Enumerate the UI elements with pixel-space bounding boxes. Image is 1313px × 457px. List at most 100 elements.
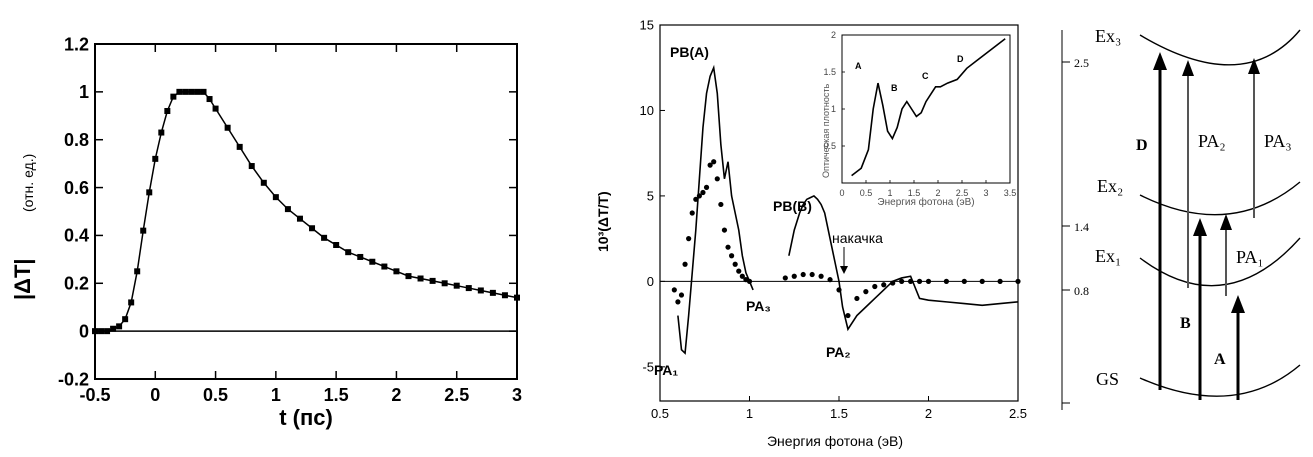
- y-tick-label: 1.5: [823, 67, 836, 77]
- transition-pa1-head: [1220, 214, 1232, 230]
- spectrum-line-1: [788, 194, 1019, 332]
- kinetics-point: [116, 323, 123, 330]
- spectrum-dot: [961, 278, 967, 284]
- spectrum-dot: [1015, 278, 1021, 284]
- spectrum-dot: [725, 244, 731, 250]
- annotation-pa3: PA₃: [746, 298, 771, 314]
- kinetics-point: [122, 316, 129, 323]
- label-ex1: Ex₁: [1095, 246, 1121, 266]
- kinetics-point: [152, 155, 159, 162]
- kinetics-point: [465, 285, 472, 292]
- kinetics-point: [98, 328, 105, 335]
- y-tick-label: 0.8: [64, 130, 89, 150]
- spectrum-dot: [943, 278, 950, 284]
- spectrum-dot: [736, 268, 742, 274]
- y-tick-label: 0.4: [64, 226, 89, 246]
- spectrum-dot: [700, 189, 706, 196]
- inset-label-a: A: [855, 61, 862, 71]
- inset-frame: [841, 34, 1011, 184]
- spectrum-dot: [863, 289, 869, 295]
- kinetics-point: [92, 328, 98, 335]
- panel-2-y-ticks: -5 0 5 10 15: [640, 18, 665, 374]
- spectrum-dot: [711, 159, 717, 165]
- x-tick-label: 2.5: [1009, 406, 1027, 421]
- spectrum-dot: [916, 278, 923, 284]
- spectrum-dot: [845, 312, 851, 319]
- kinetics-point: [158, 129, 165, 136]
- y-tick-label: 1: [79, 82, 89, 102]
- kinetics-point: [501, 292, 508, 299]
- diagram-value-1-4: 1.4: [1074, 220, 1089, 234]
- spectrum-dot: [872, 283, 878, 290]
- transition-pa3-label: PA₃: [1264, 131, 1292, 151]
- spectrum-dot: [908, 278, 914, 284]
- kinetics-point: [284, 206, 291, 213]
- x-tick-label: 1.5: [324, 385, 349, 405]
- inset-x-label: Энергия фотона (эВ): [877, 196, 974, 208]
- pump-arrow-head: [840, 266, 848, 274]
- y-tick-label: 1.2: [64, 34, 89, 54]
- transition-d: D: [1136, 52, 1167, 390]
- spectrum-dot: [791, 273, 797, 279]
- annotation-pa2: PA₂: [826, 344, 851, 360]
- kinetics-point: [170, 93, 177, 100]
- kinetics-point: [357, 253, 364, 260]
- spectrum-dot: [800, 271, 806, 278]
- annotation-pa1: PA₁: [654, 362, 678, 378]
- spectrum-dot: [818, 273, 824, 279]
- spectrum-dot: [732, 261, 738, 267]
- x-tick-label: 2.5: [444, 385, 469, 405]
- level-ex3: [1139, 29, 1301, 66]
- spectrum-dot: [721, 227, 728, 233]
- x-tick-label: 2: [935, 188, 940, 198]
- kinetics-point: [405, 273, 412, 280]
- kinetics-point: [393, 268, 400, 275]
- x-tick-label: -0.5: [79, 385, 110, 405]
- kinetics-point: [453, 282, 460, 289]
- y-tick-label: 10: [640, 103, 654, 118]
- x-tick-label: 1.5: [908, 188, 921, 198]
- spectrum-dot: [686, 236, 692, 242]
- kinetics-point: [369, 258, 376, 265]
- y-tick-label: 5: [647, 188, 654, 203]
- panel-2-x-ticks: 0.5 1 1.5 2 2.5: [651, 396, 1027, 421]
- kinetics-point: [104, 328, 111, 335]
- y-tick-label: 0.5: [823, 141, 836, 151]
- level-ex1: [1139, 237, 1301, 287]
- spectrum-dot: [925, 278, 932, 284]
- x-tick-label: 0.5: [860, 188, 873, 198]
- inset-label-b: B: [891, 83, 898, 93]
- spectrum-dot: [739, 273, 745, 279]
- diagram-value-2-5: 2.5: [1074, 56, 1089, 70]
- transition-d-label: D: [1136, 137, 1148, 154]
- kinetics-point: [321, 234, 328, 241]
- panel-1-x-label: t (пс): [279, 405, 333, 430]
- panel-1-series: [92, 88, 520, 335]
- inset-label-d: D: [957, 54, 964, 64]
- kinetics-point: [194, 88, 201, 95]
- x-tick-label: 3: [983, 188, 988, 198]
- kinetics-point: [146, 189, 153, 196]
- inset-series: [851, 38, 1006, 177]
- spectrum-dot: [675, 299, 681, 305]
- kinetics-point: [429, 277, 436, 284]
- spectrum-dot: [890, 280, 896, 286]
- transition-b-label: B: [1180, 315, 1191, 332]
- kinetics-point: [224, 124, 231, 131]
- kinetics-point: [236, 143, 243, 150]
- spectrum-dot: [746, 278, 753, 284]
- label-gs: GS: [1096, 369, 1119, 389]
- x-tick-label: 1.5: [830, 406, 848, 421]
- optical-density-line: [851, 38, 1006, 177]
- kinetics-point: [248, 163, 255, 170]
- y-tick-label: 0: [79, 321, 89, 341]
- spectrum-dot: [703, 184, 710, 190]
- transition-a-label: A: [1214, 351, 1226, 368]
- transition-pa2-head: [1182, 60, 1194, 76]
- level-ex2: [1139, 181, 1301, 216]
- spectrum-dot: [997, 278, 1003, 284]
- spectrum-dot: [682, 261, 688, 267]
- kinetics-point: [489, 289, 496, 296]
- transition-pa2: PA₂: [1182, 60, 1226, 288]
